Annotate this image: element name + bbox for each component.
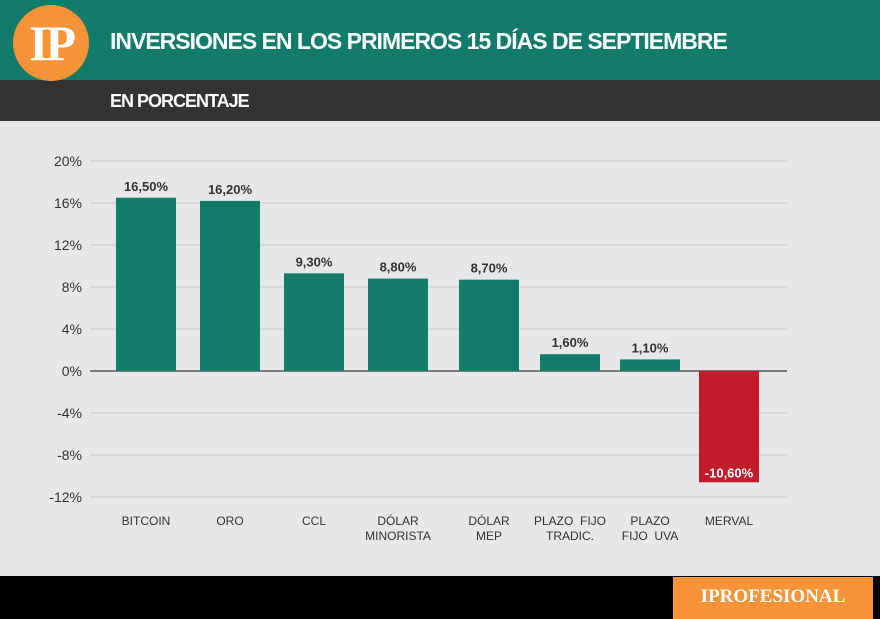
- data-label: -10,60%: [705, 465, 754, 480]
- subtitle-bar: [0, 80, 880, 121]
- bar: [540, 354, 600, 371]
- data-label: 8,80%: [380, 260, 417, 275]
- bar: [459, 279, 519, 371]
- data-label: 16,50%: [124, 179, 169, 194]
- y-tick-label: -4%: [57, 405, 82, 421]
- y-tick-label: 8%: [62, 279, 82, 295]
- x-tick-label: FIJO UVA: [622, 529, 678, 543]
- data-label: 9,30%: [296, 254, 333, 269]
- x-tick-label: MERVAL: [705, 514, 754, 528]
- y-tick-label: 16%: [54, 195, 82, 211]
- x-tick-label: MINORISTA: [365, 529, 431, 543]
- y-tick-label: 20%: [54, 153, 82, 169]
- data-label: 8,70%: [471, 261, 508, 276]
- x-tick-label: CCL: [302, 514, 326, 528]
- ip-logo: IP: [13, 5, 89, 81]
- x-tick-label: TRADIC.: [546, 529, 594, 543]
- bar: [284, 273, 344, 371]
- data-label: 1,10%: [632, 340, 669, 355]
- x-tick-label: BITCOIN: [122, 514, 171, 528]
- page-title: INVERSIONES EN LOS PRIMEROS 15 DÍAS DE S…: [110, 28, 728, 54]
- page-subtitle: EN PORCENTAJE: [110, 91, 250, 111]
- x-tick-label: DÓLAR: [468, 513, 510, 528]
- x-tick-label: ORO: [216, 514, 243, 528]
- bar: [368, 278, 428, 371]
- x-tick-label: DÓLAR: [377, 513, 419, 528]
- iprofesional-logo: IPROFESIONAL: [673, 577, 873, 619]
- y-tick-label: -8%: [57, 447, 82, 463]
- bar: [116, 197, 176, 371]
- x-tick-label: PLAZO FIJO: [534, 514, 606, 528]
- bar-chart: 20% 16% 12% 8% 4% 0% -4% -8% -12% 16,50% BITCOIN 16…: [49, 153, 787, 543]
- y-tick-label: 4%: [62, 321, 82, 337]
- y-tick-label: 0%: [62, 363, 82, 379]
- y-tick-label: -12%: [49, 489, 82, 505]
- bar: [699, 371, 759, 483]
- x-tick-label: MEP: [476, 529, 502, 543]
- data-label: 16,20%: [208, 182, 253, 197]
- x-tick-label: PLAZO: [630, 514, 669, 528]
- bar: [620, 359, 680, 371]
- data-label: 1,60%: [552, 335, 589, 350]
- bar: [200, 200, 260, 371]
- header-bar: [0, 0, 880, 80]
- y-tick-label: 12%: [54, 237, 82, 253]
